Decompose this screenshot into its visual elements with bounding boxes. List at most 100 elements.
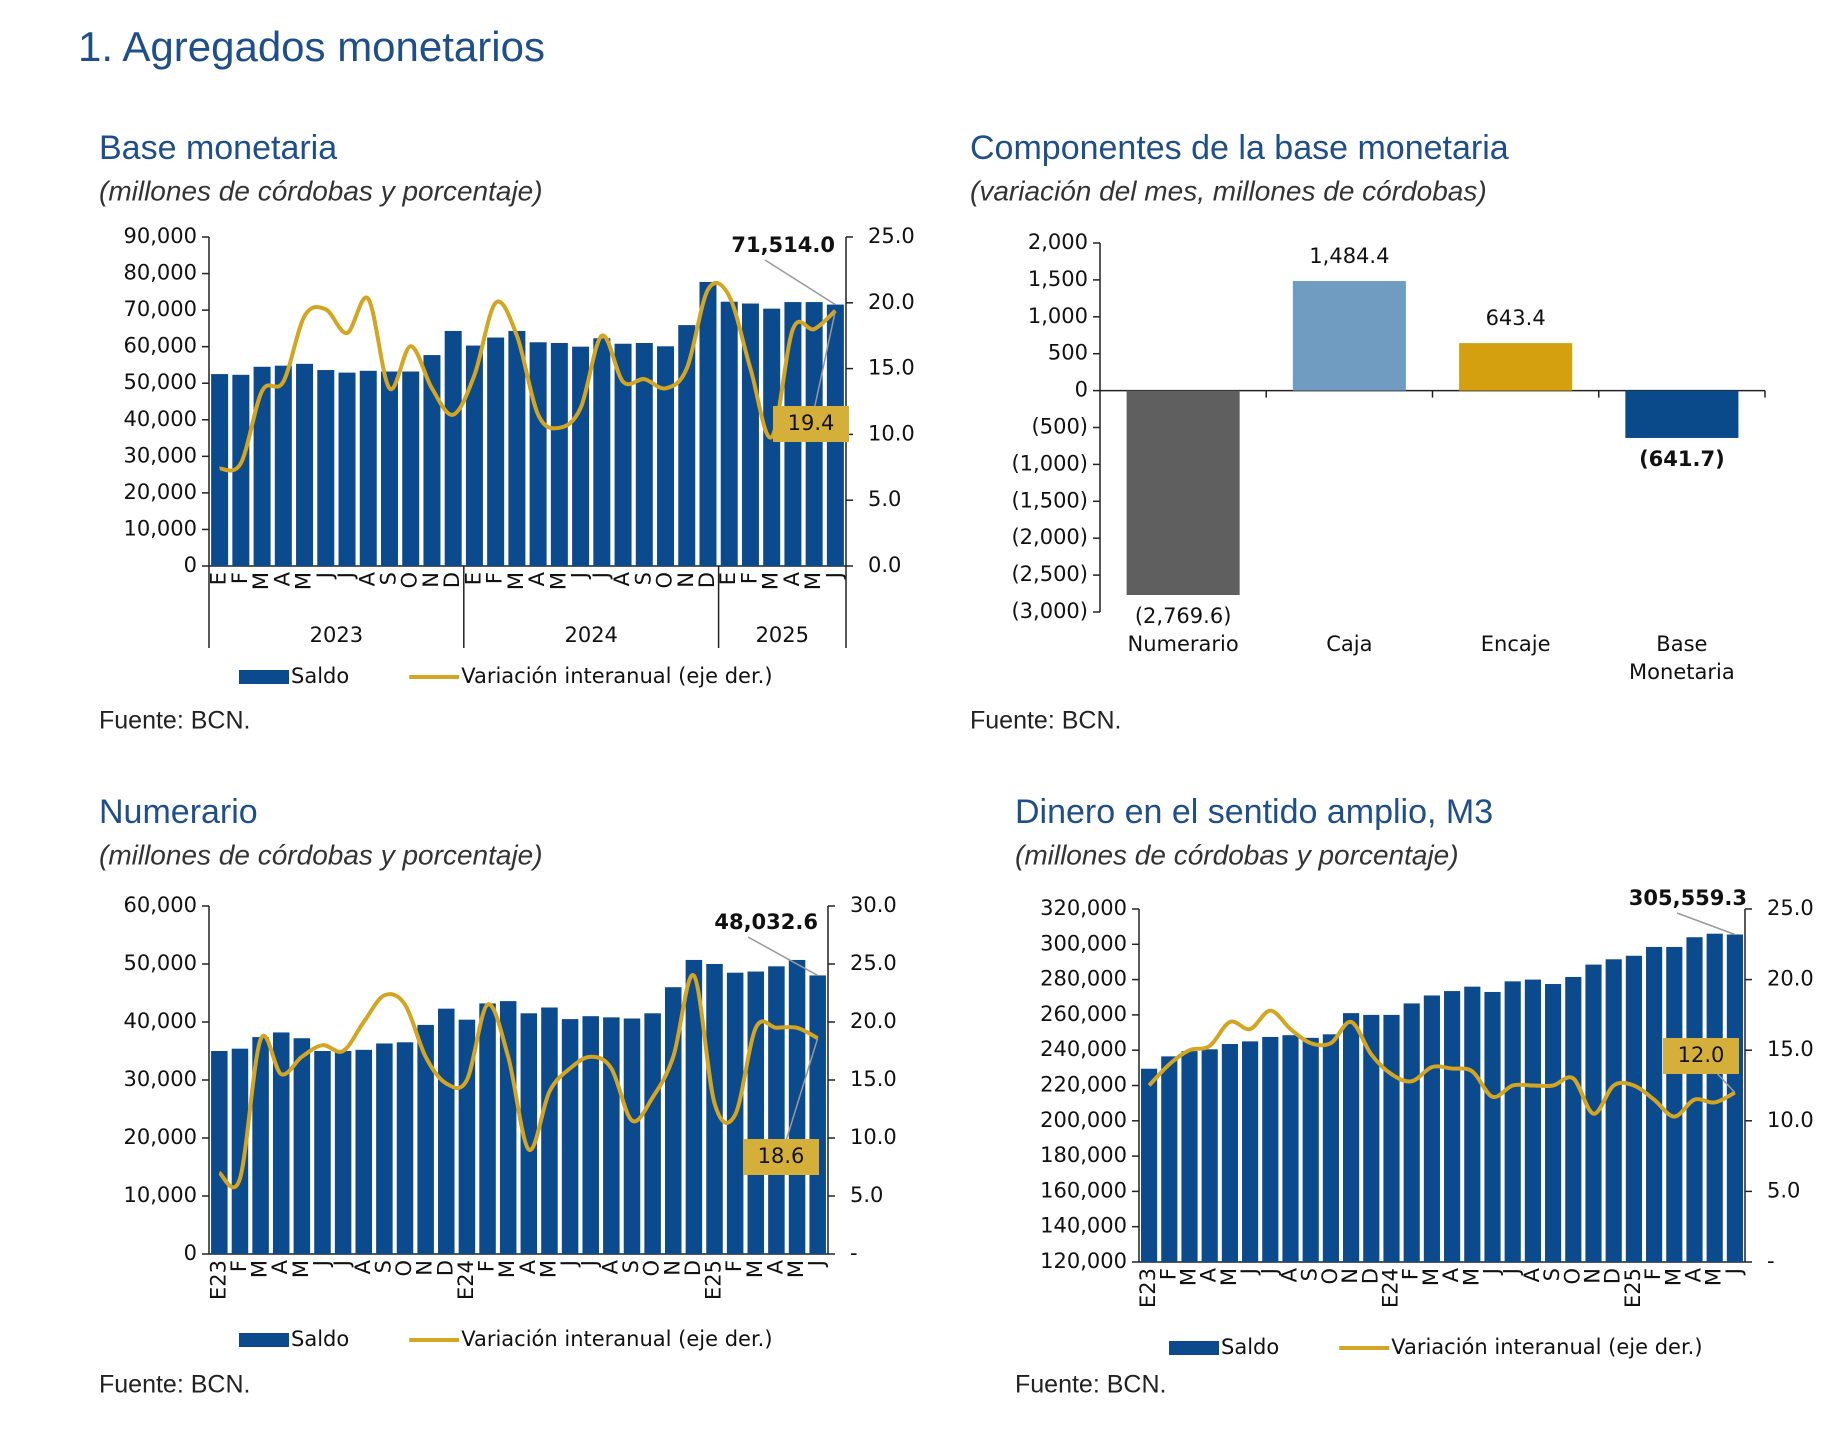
bar: [541, 1007, 558, 1254]
y-tick-label: 140,000: [1040, 1214, 1127, 1238]
bar: [1625, 955, 1642, 1262]
chart-subtitle: (millones de córdobas y porcentaje): [99, 175, 543, 206]
value-label: 18.6: [758, 1144, 805, 1168]
x-tick-label: A: [610, 571, 634, 586]
bar: [376, 1043, 393, 1254]
y2-tick-label: 15.0: [1767, 1037, 1814, 1061]
x-tick-label: S: [371, 1260, 395, 1273]
x-tick-label: A: [780, 571, 804, 586]
y2-tick-label: 30.0: [850, 893, 897, 917]
x-tick-label: E25: [1621, 1268, 1645, 1308]
y-tick-label: 30,000: [124, 1067, 197, 1091]
bar: [685, 959, 703, 1254]
y-tick-label: 0: [1075, 378, 1088, 402]
x-tick-label: F: [1641, 1268, 1665, 1280]
x-tick-label: M: [292, 572, 316, 590]
legend-swatch: [1169, 1341, 1219, 1355]
x-tick-label: M: [1419, 1268, 1443, 1286]
x-tick-label: O: [1560, 1268, 1584, 1285]
x-tick-label: M: [1177, 1268, 1201, 1286]
bar: [487, 337, 505, 566]
y-tick-label: 180,000: [1040, 1143, 1127, 1167]
legend-label: Saldo: [291, 1327, 349, 1351]
x-tick-label: M: [743, 1260, 767, 1278]
x-tick-label: J: [1480, 1268, 1504, 1276]
x-tick-label: M: [784, 1260, 808, 1278]
x-tick-label: F: [737, 572, 761, 584]
x-tick-label: S: [619, 1260, 643, 1273]
x-tick-label: F: [722, 1260, 746, 1272]
y-tick-label: 10,000: [124, 516, 197, 540]
value-label: 71,514.0: [731, 233, 835, 257]
x-tick-label: N: [419, 572, 443, 588]
x-tick-label: A: [763, 1259, 787, 1274]
x-tick-label: M: [248, 1260, 272, 1278]
x-tick-label: D: [440, 572, 464, 588]
bar: [465, 345, 483, 566]
bar: [1181, 1051, 1198, 1262]
value-label: 643.4: [1486, 306, 1546, 330]
x-tick-label: A: [516, 1259, 540, 1274]
value-label: (2,769.6): [1135, 604, 1232, 628]
bar: [508, 330, 526, 566]
legend-swatch: [239, 1333, 289, 1347]
line: [217, 973, 819, 1190]
x-tick-label: D: [433, 1260, 457, 1276]
y-tick-label: 120,000: [1040, 1249, 1127, 1273]
value-label: 12.0: [1678, 1043, 1725, 1067]
x-tick-label: J: [309, 1260, 333, 1268]
bar: [1322, 1034, 1339, 1262]
x-tick-label: M: [249, 572, 273, 590]
bar: [1201, 1049, 1218, 1262]
bar: [1221, 1044, 1238, 1262]
x-tick-label: N: [1581, 1268, 1605, 1284]
bar: [272, 1032, 290, 1254]
value-label: 48,032.6: [714, 910, 818, 934]
chart-source: Fuente: BCN.: [970, 707, 1121, 735]
x-tick-label: E24: [454, 1260, 478, 1300]
x-tick-label: J: [1237, 1268, 1261, 1276]
bar: [1126, 390, 1240, 595]
x-tick-label: O: [653, 572, 677, 589]
bar: [1706, 933, 1723, 1262]
y2-tick-label: 15.0: [850, 1067, 897, 1091]
x-tick-label: Caja: [1326, 632, 1372, 656]
legend-label: Variación interanual (eje der.): [1391, 1335, 1702, 1359]
bar: [678, 325, 696, 566]
bar: [1282, 1035, 1299, 1262]
x-tick-label: D: [1601, 1268, 1625, 1284]
y2-tick-label: 5.0: [850, 1183, 883, 1207]
bar: [1646, 946, 1663, 1262]
bar: [699, 281, 717, 566]
y-tick-label: 160,000: [1040, 1178, 1127, 1202]
bar: [253, 366, 271, 566]
bar: [720, 301, 738, 566]
value-label: (641.7): [1639, 447, 1725, 471]
bar: [211, 374, 229, 566]
line: [1147, 1008, 1736, 1119]
x-tick-label: N: [674, 572, 698, 588]
bar: [231, 1048, 249, 1254]
y-tick-label: 50,000: [124, 951, 197, 975]
y-tick-label: 10,000: [124, 1183, 197, 1207]
line: [219, 280, 837, 473]
y2-tick-label: -: [850, 1241, 858, 1265]
label-box: [773, 406, 849, 442]
y2-tick-label: 10.0: [850, 1125, 897, 1149]
bar: [582, 1016, 599, 1254]
x-tick-label: E23: [206, 1260, 230, 1300]
group-label: 2023: [310, 623, 363, 647]
x-tick-label: A: [1278, 1267, 1302, 1282]
bar: [274, 365, 292, 566]
x-tick-label: N: [413, 1260, 437, 1276]
y2-tick-label: -: [1767, 1249, 1775, 1273]
x-tick-label: J: [578, 1260, 602, 1268]
y-tick-label: 70,000: [124, 297, 197, 321]
x-tick-label: J: [313, 572, 337, 580]
y-tick-label: 40,000: [124, 1009, 197, 1033]
leader-line: [747, 936, 819, 977]
y-tick-label: 500: [1048, 341, 1088, 365]
x-tick-label: A: [351, 1259, 375, 1274]
x-tick-label: M: [1702, 1268, 1726, 1286]
x-tick-label: J: [330, 1260, 354, 1268]
